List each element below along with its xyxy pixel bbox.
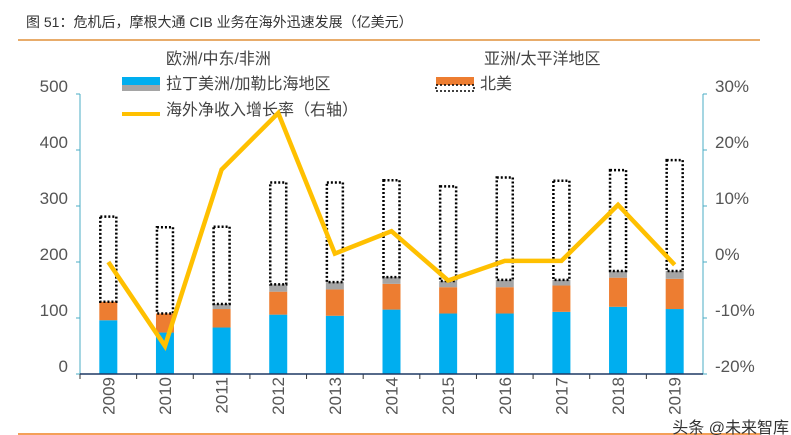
x-tick-label: 2019 [666, 377, 685, 415]
x-tick-label: 2011 [213, 377, 232, 414]
bar-north-america-2009 [99, 215, 118, 304]
bar-emea-2018 [609, 306, 628, 374]
bar-latam-2014 [382, 277, 401, 284]
bar-north-america-2014 [382, 178, 401, 279]
left-tick-label: 300 [40, 189, 68, 208]
bar-north-america-2013 [325, 181, 345, 284]
bar-apac-2009 [99, 301, 118, 321]
bar-apac-2018 [609, 277, 628, 307]
bar-north-america-2017 [552, 179, 571, 282]
bar-latam-2013 [325, 282, 344, 290]
left-tick-label: 400 [40, 133, 68, 152]
right-tick-label: 20% [715, 133, 749, 152]
legend-label-na: 北美 [480, 75, 512, 93]
x-tick-label: 2017 [552, 377, 571, 415]
x-tick-label: 2016 [496, 377, 515, 415]
right-tick-label: 0% [715, 245, 740, 264]
bar-latam-2017 [552, 279, 571, 286]
bar-apac-2019 [665, 278, 684, 310]
x-tick-label: 2012 [269, 377, 288, 415]
bar-north-america-2015 [438, 185, 458, 283]
legend-swatch-na [435, 84, 475, 92]
x-tick-label: 2015 [439, 377, 458, 415]
legend-swatch-apac [436, 77, 474, 85]
left-tick-label: 200 [40, 245, 68, 264]
legend-swatch-emea [122, 77, 160, 85]
bar-north-america-2012 [268, 181, 288, 286]
x-tick-label: 2013 [326, 377, 345, 415]
bar-north-america-2019 [665, 158, 684, 273]
bar-latam-2019 [665, 270, 684, 279]
bar-apac-2012 [269, 291, 288, 315]
bar-north-america-2011 [212, 225, 231, 306]
bar-latam-2012 [269, 284, 288, 292]
legend-label-latam: 拉丁美洲/加勒比海地区 [166, 75, 330, 93]
x-tick-label: 2010 [156, 377, 175, 415]
bar-apac-2016 [495, 287, 514, 314]
legend-swatch-latam [122, 85, 160, 91]
legend-label-apac: 亚洲/太平洋地区 [484, 50, 600, 68]
x-tick-label: 2009 [99, 377, 118, 415]
bar-apac-2013 [325, 289, 344, 316]
bar-emea-2019 [665, 309, 684, 374]
bar-latam-2011 [212, 304, 231, 310]
bar-emea-2009 [99, 320, 118, 374]
right-tick-label: 30% [715, 77, 749, 96]
x-tick-label: 2014 [383, 377, 402, 415]
legend-label-growth: 海外净收入增长率（右轴） [166, 101, 358, 119]
bar-emea-2014 [382, 309, 401, 374]
right-tick-label: -10% [715, 301, 755, 320]
bar-apac-2011 [212, 309, 231, 328]
bar-emea-2013 [325, 315, 344, 374]
bar-latam-2015 [439, 281, 458, 288]
right-tick-label: -20% [715, 357, 755, 376]
bar-apac-2015 [439, 287, 458, 314]
x-tick-label: 2018 [609, 377, 628, 415]
bar-emea-2015 [439, 313, 458, 374]
right-tick-label: 10% [715, 189, 749, 208]
left-tick-label: 100 [40, 301, 68, 320]
legend: 欧洲/中东/非洲 亚洲/太平洋地区 拉丁美洲/加勒比海地区 北美 海外净收入增长… [122, 50, 600, 119]
bar-north-america-2016 [495, 176, 515, 282]
chart-title: 图 51：危机后，摩根大通 CIB 业务在海外迅速发展（亿美元） [26, 14, 413, 30]
watermark: 头条 @未来智库 [672, 419, 789, 435]
bar-north-america-2018 [608, 168, 628, 273]
bar-apac-2014 [382, 283, 401, 310]
left-tick-label: 500 [40, 77, 68, 96]
bar-emea-2016 [495, 313, 514, 374]
bar-emea-2012 [269, 314, 288, 374]
bar-north-america-2010 [155, 226, 175, 315]
bar-latam-2016 [495, 279, 514, 288]
bar-emea-2017 [552, 311, 571, 374]
bar-latam-2018 [609, 270, 628, 278]
bar-apac-2017 [552, 285, 571, 312]
legend-label-emea: 欧洲/中东/非洲 [166, 50, 271, 68]
bar-emea-2011 [212, 327, 231, 374]
left-tick-label: 0 [59, 357, 68, 376]
